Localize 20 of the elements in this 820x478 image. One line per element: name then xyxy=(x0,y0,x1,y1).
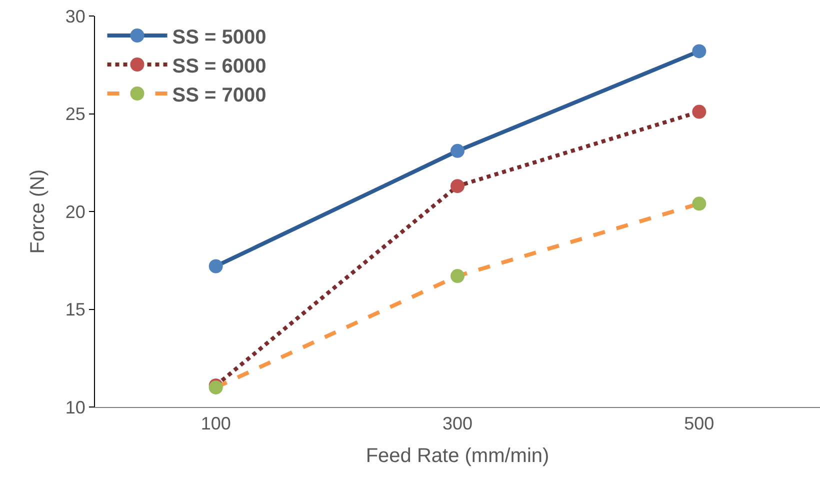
point xyxy=(450,179,464,194)
legend-label: SS = 7000 xyxy=(172,84,266,106)
point xyxy=(692,44,706,58)
point xyxy=(692,196,706,211)
y-tick-label: 30 xyxy=(65,6,86,26)
y-tick-label: 20 xyxy=(65,202,86,222)
point xyxy=(450,144,464,158)
x-tick-label: 300 xyxy=(442,414,473,434)
x-axis-title: Feed Rate (mm/min) xyxy=(366,445,550,468)
y-axis-title: Force (N) xyxy=(26,169,49,254)
y-tick-label: 25 xyxy=(65,104,86,124)
x-tick-label: 100 xyxy=(200,414,231,434)
legend-label: SS = 6000 xyxy=(172,55,266,78)
point xyxy=(692,104,706,119)
point xyxy=(208,259,223,274)
x-tick-label: 500 xyxy=(684,414,714,434)
point xyxy=(450,269,464,284)
legend-label: SS = 5000 xyxy=(172,26,266,48)
y-tick-label: 15 xyxy=(65,300,86,320)
y-tick-label: 10 xyxy=(65,397,86,418)
